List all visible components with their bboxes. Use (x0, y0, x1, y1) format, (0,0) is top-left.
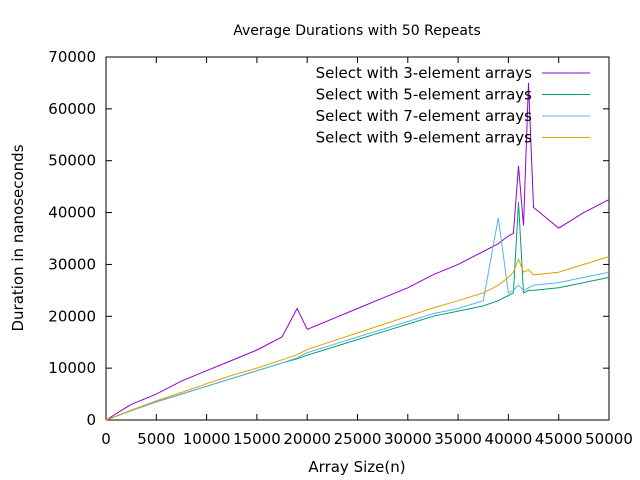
x-tick-label: 30000 (384, 430, 432, 448)
x-tick-label: 5000 (137, 430, 175, 448)
series-line-1 (105, 82, 610, 421)
y-tick-label: 30000 (48, 255, 96, 273)
x-tick-label: 15000 (233, 430, 281, 448)
x-tick-label: 20000 (283, 430, 331, 448)
legend: Select with 3-element arrays Select with … (316, 64, 590, 147)
legend-label-1: Select with 3-element arrays (316, 64, 533, 82)
series-lines (105, 82, 610, 421)
legend-label-2: Select with 5-element arrays (316, 86, 533, 104)
y-tick-label: 60000 (48, 100, 96, 118)
x-tick-label: 25000 (334, 430, 382, 448)
legend-label-3: Select with 7-element arrays (316, 107, 533, 125)
y-tick-label: 0 (86, 411, 96, 429)
y-tick-label: 10000 (48, 359, 96, 377)
series-line-4 (105, 256, 610, 421)
y-axis: 0 10000 20000 30000 40000 50000 60000 70000 (48, 48, 609, 429)
x-tick-label: 10000 (183, 430, 231, 448)
series-line-2 (105, 202, 610, 421)
x-tick-label: 50000 (585, 430, 633, 448)
chart-title: Average Durations with 50 Repeats (233, 23, 480, 39)
x-axis: 0 5000 10000 15000 20000 25000 30000 35000 40000… (101, 57, 633, 448)
y-tick-label: 70000 (48, 48, 96, 66)
legend-label-4: Select with 9-element arrays (316, 129, 533, 147)
x-tick-label: 40000 (485, 430, 533, 448)
y-tick-label: 40000 (48, 204, 96, 222)
x-tick-label: 45000 (535, 430, 583, 448)
y-tick-label: 20000 (48, 307, 96, 325)
y-axis-title: Duration in nanoseconds (9, 144, 27, 331)
y-tick-label: 50000 (48, 152, 96, 170)
x-tick-label: 35000 (434, 430, 482, 448)
x-tick-label: 0 (101, 430, 111, 448)
series-line-3 (105, 217, 610, 421)
x-axis-title: Array Size(n) (308, 458, 405, 476)
